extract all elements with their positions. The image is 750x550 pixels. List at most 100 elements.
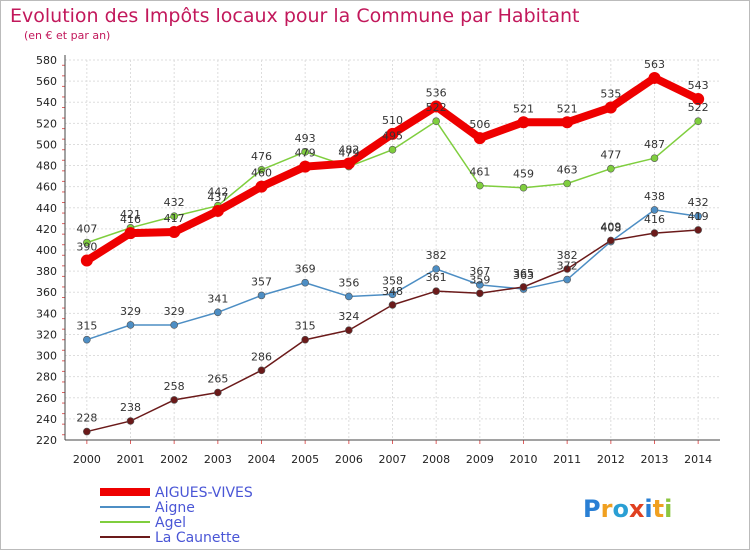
data-label: 258 xyxy=(164,380,185,393)
logo-letter: t xyxy=(653,495,664,523)
logo-letter: x xyxy=(629,495,645,523)
data-label: 437 xyxy=(207,191,228,204)
legend-label: La Caunette xyxy=(155,530,240,546)
data-point xyxy=(257,291,266,300)
data-point xyxy=(342,157,355,170)
x-tick-label: 2002 xyxy=(160,453,188,466)
data-point xyxy=(519,183,528,192)
data-point xyxy=(301,335,309,344)
data-point xyxy=(476,289,484,298)
x-tick-label: 2008 xyxy=(422,453,450,466)
data-label: 228 xyxy=(76,412,97,425)
data-label: 417 xyxy=(164,212,185,225)
x-tick-label: 2011 xyxy=(553,453,581,466)
data-point xyxy=(476,281,484,289)
data-point xyxy=(126,321,135,329)
data-point xyxy=(648,71,661,84)
data-label: 521 xyxy=(513,102,534,115)
data-label: 563 xyxy=(644,58,665,71)
logo-letter: i xyxy=(664,495,672,523)
data-label: 329 xyxy=(164,305,185,318)
x-tick-label: 2001 xyxy=(117,453,145,466)
data-point xyxy=(299,160,312,173)
data-point xyxy=(257,366,266,375)
data-point xyxy=(214,308,222,317)
data-label: 348 xyxy=(382,285,403,298)
proxiti-logo: Proxiti xyxy=(583,495,672,523)
y-tick-label: 340 xyxy=(36,307,57,320)
data-point xyxy=(432,265,440,273)
data-label: 479 xyxy=(338,147,359,160)
y-tick-label: 460 xyxy=(36,181,57,194)
data-point xyxy=(255,180,268,193)
data-point xyxy=(170,396,178,404)
data-point xyxy=(563,179,571,188)
y-tick-label: 440 xyxy=(36,202,57,215)
data-point xyxy=(650,154,659,162)
data-label: 461 xyxy=(469,166,490,179)
data-label: 365 xyxy=(513,267,534,280)
data-point xyxy=(388,290,397,299)
chart-subtitle: (en € et par an) xyxy=(24,29,110,42)
data-point xyxy=(124,227,137,240)
data-label: 432 xyxy=(688,196,709,209)
data-label: 487 xyxy=(644,138,665,151)
data-label: 479 xyxy=(295,147,316,160)
y-tick-label: 420 xyxy=(36,223,57,236)
data-label: 372 xyxy=(557,260,578,273)
y-tick-label: 520 xyxy=(36,117,57,130)
data-label: 521 xyxy=(557,102,578,115)
data-label: 476 xyxy=(251,150,272,163)
y-tick-label: 560 xyxy=(36,75,57,88)
chart-title: Evolution des Impôts locaux pour la Comm… xyxy=(10,5,580,27)
data-label: 416 xyxy=(644,213,665,226)
data-label: 382 xyxy=(426,249,447,262)
data-point xyxy=(694,212,702,221)
data-label: 408 xyxy=(600,222,621,235)
data-point xyxy=(257,165,266,174)
data-point xyxy=(561,116,574,129)
x-tick-label: 2006 xyxy=(335,453,363,466)
data-point xyxy=(301,278,309,287)
data-point xyxy=(386,127,399,140)
data-point xyxy=(126,417,135,425)
y-tick-label: 500 xyxy=(36,138,57,151)
data-label: 341 xyxy=(207,292,228,305)
y-tick-label: 220 xyxy=(36,434,57,447)
data-label: 510 xyxy=(382,114,403,127)
legend-label: AIGUES-VIVES xyxy=(155,485,253,501)
y-tick-label: 400 xyxy=(36,244,57,257)
data-point xyxy=(345,326,353,335)
data-label: 265 xyxy=(207,373,228,386)
logo-letter: r xyxy=(601,495,613,523)
data-point xyxy=(168,226,181,239)
data-label: 506 xyxy=(469,118,490,131)
data-point xyxy=(432,117,440,126)
y-tick-label: 480 xyxy=(36,160,57,173)
data-label: 329 xyxy=(120,305,141,318)
data-point xyxy=(517,116,530,129)
logo-letter: o xyxy=(612,495,629,523)
data-label: 535 xyxy=(600,88,621,101)
data-point xyxy=(170,321,178,329)
x-tick-label: 2004 xyxy=(248,453,276,466)
data-label: 482 xyxy=(338,143,359,156)
data-point xyxy=(83,427,91,436)
data-label: 419 xyxy=(688,210,709,223)
data-point xyxy=(388,145,397,154)
y-tick-label: 540 xyxy=(36,96,57,109)
data-label: 359 xyxy=(469,273,490,286)
data-point xyxy=(604,101,617,114)
data-point xyxy=(388,301,397,309)
data-point xyxy=(476,181,484,190)
axes: 220 240 260 280 300 320 340 360 380 400 420 440 460 4… xyxy=(36,54,720,466)
y-tick-label: 320 xyxy=(36,328,57,341)
data-label: 358 xyxy=(382,274,403,287)
x-tick-label: 2012 xyxy=(597,453,625,466)
data-label: 477 xyxy=(600,149,621,162)
data-point xyxy=(473,132,486,145)
data-point xyxy=(80,254,93,267)
data-label: 369 xyxy=(295,263,316,276)
